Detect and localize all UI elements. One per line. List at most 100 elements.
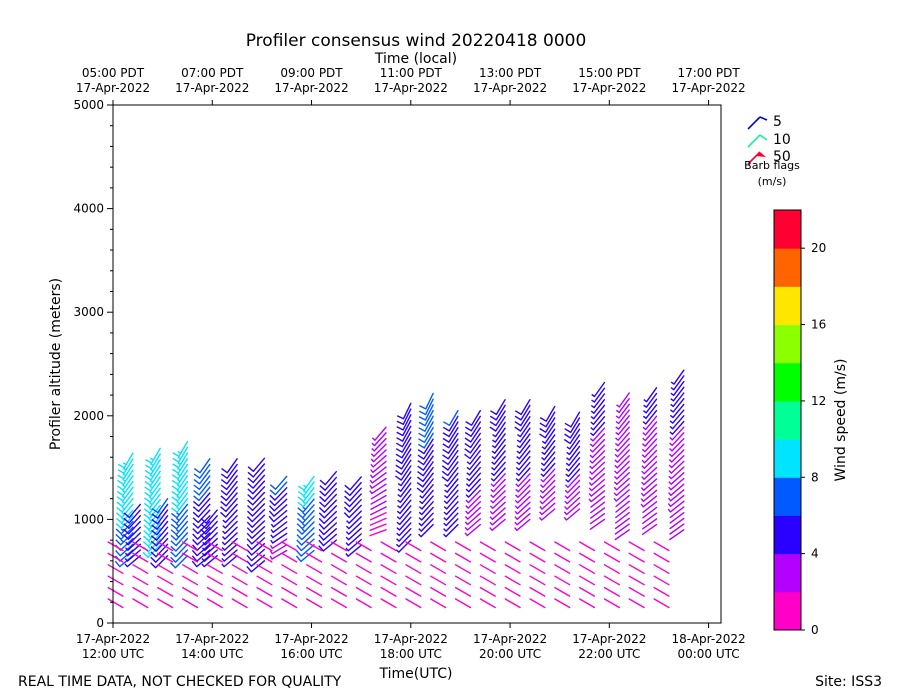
wind-barb-feather bbox=[588, 476, 593, 481]
wind-barb-feather bbox=[115, 550, 121, 557]
wind-barb bbox=[591, 444, 606, 459]
wind-barb-feather bbox=[246, 565, 252, 573]
wind-barb bbox=[470, 427, 481, 443]
wind-barb bbox=[355, 575, 372, 586]
wind-barb-feather bbox=[148, 529, 152, 533]
wind-barb-feather bbox=[193, 484, 200, 490]
wind-barb bbox=[122, 463, 134, 480]
wind-barb-feather bbox=[589, 437, 594, 442]
wind-barb-feather bbox=[171, 507, 178, 513]
wind-barb bbox=[617, 432, 630, 447]
wind-barb bbox=[467, 484, 481, 498]
wind-barb bbox=[643, 449, 658, 464]
wind-barb bbox=[251, 503, 266, 517]
wind-barb bbox=[175, 532, 189, 547]
wind-barb bbox=[300, 538, 315, 552]
wind-barb-feather bbox=[301, 522, 306, 527]
wind-barb-feather bbox=[191, 549, 198, 557]
wind-barb bbox=[380, 564, 397, 574]
wind-barb-feather bbox=[222, 530, 226, 535]
wind-barb-feather bbox=[514, 426, 521, 432]
colorbar-tick-label: 0 bbox=[811, 623, 819, 637]
wind-barb bbox=[121, 498, 134, 513]
wind-barb-feather bbox=[466, 477, 470, 482]
wind-barb bbox=[479, 552, 496, 563]
wind-barb-feather bbox=[124, 563, 128, 568]
wind-barb bbox=[256, 541, 273, 552]
wind-barb-feather bbox=[491, 445, 496, 449]
wind-barb-feather bbox=[490, 483, 495, 487]
wind-barb bbox=[421, 501, 434, 516]
wind-barb bbox=[204, 520, 218, 535]
wind-barb-feather bbox=[441, 470, 449, 477]
wind-barb bbox=[181, 598, 199, 609]
wind-barb-feather bbox=[148, 524, 152, 528]
colorbar-tick-label: 12 bbox=[811, 394, 826, 408]
wind-barb bbox=[399, 505, 412, 520]
wind-barb-feather bbox=[395, 464, 402, 470]
wind-barb-feather bbox=[270, 529, 274, 533]
wind-barb-feather bbox=[443, 500, 448, 504]
wind-barb-feather bbox=[564, 489, 569, 494]
wind-barb-feather bbox=[220, 506, 227, 512]
wind-barb bbox=[643, 478, 658, 491]
wind-barb-feather bbox=[122, 484, 126, 488]
top-tick-label-date: 17-Apr-2022 bbox=[274, 81, 348, 95]
wind-barb-feather bbox=[396, 420, 404, 425]
wind-barb-feather bbox=[667, 497, 672, 502]
wind-barb bbox=[671, 437, 685, 452]
wind-barb bbox=[644, 427, 658, 442]
wind-barb bbox=[669, 494, 685, 507]
wind-barb-feather bbox=[170, 551, 177, 558]
wind-barb-feather bbox=[514, 527, 518, 531]
wind-barb-feather bbox=[143, 524, 150, 531]
wind-barb bbox=[401, 448, 412, 465]
wind-barb bbox=[579, 586, 596, 597]
wind-barb bbox=[402, 419, 412, 437]
wind-barb bbox=[493, 467, 506, 482]
wind-barb bbox=[281, 575, 298, 586]
wind-barb-feather bbox=[147, 546, 152, 550]
wind-barb bbox=[566, 502, 581, 516]
wind-barb-feather bbox=[149, 485, 153, 489]
wind-barbs bbox=[107, 369, 685, 609]
wind-barb bbox=[380, 541, 397, 552]
wind-barb-feather bbox=[124, 547, 129, 551]
wind-barb bbox=[529, 575, 546, 586]
wind-barb-feather bbox=[669, 447, 673, 452]
wind-barb bbox=[673, 369, 685, 385]
wind-barb-feather bbox=[269, 489, 276, 496]
wind-barb bbox=[306, 586, 323, 597]
wind-barb-feather bbox=[246, 549, 253, 556]
wind-barb bbox=[504, 541, 521, 552]
wind-barb bbox=[398, 522, 412, 537]
wind-barb-feather bbox=[150, 545, 157, 552]
wind-barb bbox=[157, 552, 174, 563]
wind-barb bbox=[107, 586, 124, 597]
wind-barb-feather bbox=[269, 500, 276, 506]
wind-barb-feather bbox=[176, 489, 181, 493]
legend-barb-flag bbox=[756, 152, 766, 157]
wind-barb bbox=[671, 443, 685, 458]
wind-barb bbox=[225, 492, 238, 507]
wind-barb bbox=[177, 475, 189, 491]
wind-barb-feather bbox=[170, 534, 177, 541]
wind-barb bbox=[177, 452, 189, 469]
wind-barb-feather bbox=[177, 456, 182, 460]
wind-barb bbox=[380, 575, 397, 586]
wind-barb bbox=[590, 501, 606, 514]
wind-barb-feather bbox=[418, 533, 422, 538]
wind-barb-feather bbox=[170, 562, 176, 569]
wind-barb bbox=[251, 508, 266, 523]
wind-barb bbox=[670, 472, 685, 485]
wind-barb bbox=[121, 492, 134, 508]
colorbar: 0 4 8 12 16 20 bbox=[773, 209, 826, 637]
wind-barb-feather bbox=[397, 505, 401, 509]
wind-barb bbox=[251, 526, 266, 539]
wind-barb-feather bbox=[444, 483, 448, 488]
wind-barb bbox=[256, 598, 273, 609]
wind-barb-feather bbox=[589, 454, 593, 458]
wind-barb bbox=[590, 490, 606, 503]
wind-barb bbox=[644, 438, 658, 453]
